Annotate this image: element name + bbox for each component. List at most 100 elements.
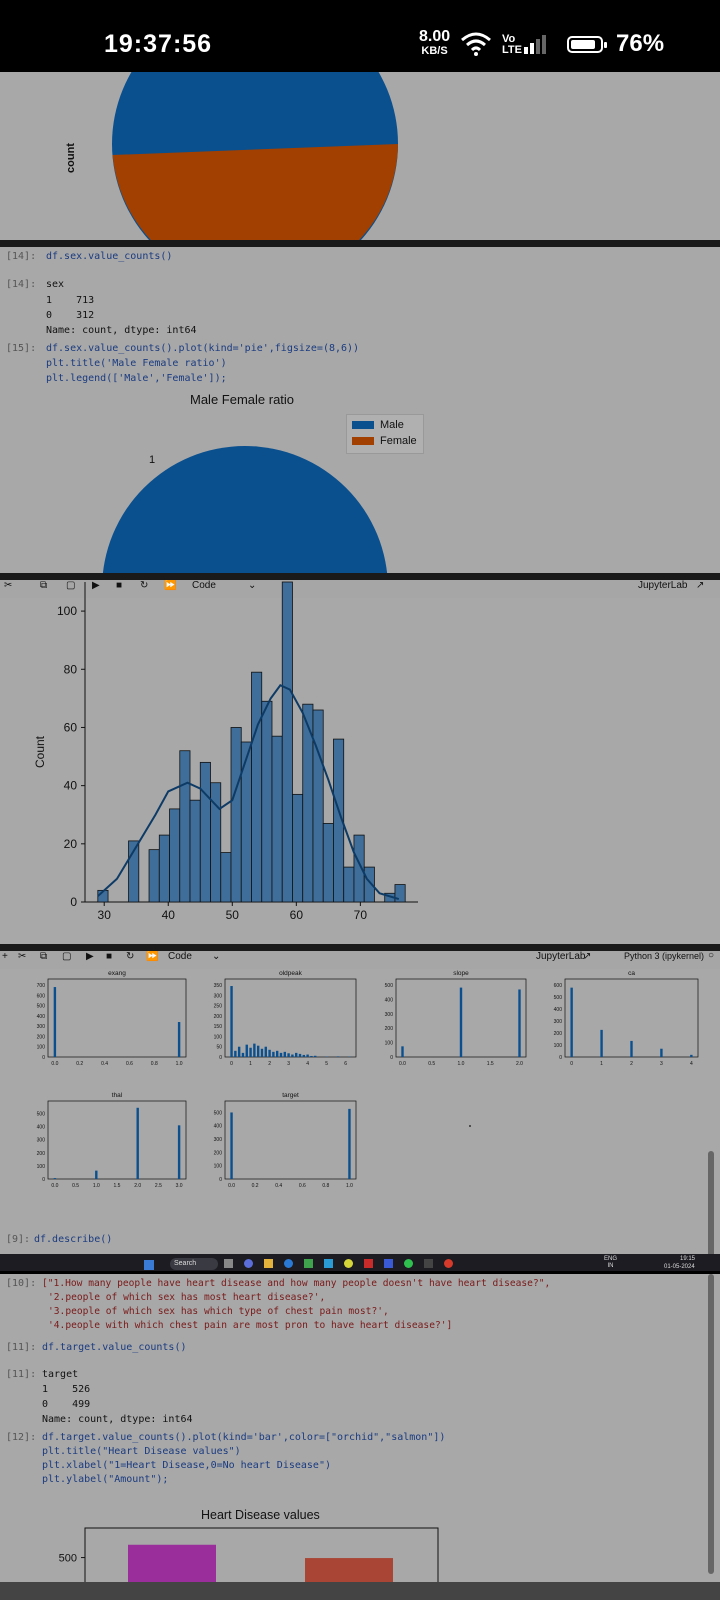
output-prompt: [11]: (6, 1369, 37, 1380)
run-all-icon[interactable]: ⏩ (146, 951, 159, 962)
restart-icon[interactable]: ↻ (126, 951, 135, 962)
restart-icon[interactable]: ↻ (140, 580, 149, 591)
subplot-x-tick-label: 3.0 (176, 1183, 183, 1189)
app-icon[interactable] (224, 1259, 233, 1268)
subplot-y-tick-label: 500 (37, 1112, 46, 1118)
subplot-y-tick-label: 400 (37, 1014, 46, 1020)
screenshot-subplots: + ✂ ⧉ ▢ ▶ ■ ↻ ⏩ Code ⌄ JupyterLab ↗ Pyth… (0, 951, 720, 1271)
speed-unit: KB/S (421, 45, 448, 57)
subplot-x-tick-label: 1.0 (93, 1183, 100, 1189)
scrollbar[interactable] (708, 1274, 714, 1574)
subplot-bar (234, 1050, 237, 1057)
run-all-icon[interactable]: ⏩ (164, 580, 177, 591)
subplot-y-tick-label: 200 (214, 1150, 223, 1156)
y-tick-label: 20 (64, 837, 78, 851)
stop-icon[interactable]: ■ (106, 951, 113, 962)
subplot-y-tick-label: 500 (214, 1110, 223, 1116)
status-bar: 19:37:56 8.00 KB/S Vo LTE 76% (0, 0, 720, 72)
subplot-y-tick-label: 200 (37, 1151, 46, 1157)
subplot-bar (230, 986, 233, 1057)
subplot-x-tick-label: 0.5 (428, 1061, 435, 1067)
run-icon[interactable]: ▶ (86, 951, 94, 962)
subplot-y-tick-label: 200 (554, 1031, 563, 1037)
code-line[interactable]: plt.title('Male Female ratio') (46, 358, 227, 369)
output-line: target (42, 1369, 79, 1380)
legend-label-male: Male (380, 419, 404, 431)
signal-icon (524, 35, 546, 54)
cell-type-select[interactable]: Code (168, 951, 192, 962)
subplot-title: thal (112, 1092, 123, 1099)
app-icon[interactable] (244, 1259, 253, 1268)
app-icon[interactable] (404, 1259, 413, 1268)
stop-icon[interactable]: ■ (116, 580, 123, 591)
y-tick-label: 40 (64, 779, 78, 793)
battery-icon (567, 36, 607, 53)
taskbar-time[interactable]: 19:15 (680, 1256, 696, 1262)
histogram-bar (240, 741, 252, 903)
subplot-frame (47, 978, 187, 1058)
code-line[interactable]: df.describe() (34, 1234, 113, 1245)
app-icon[interactable] (284, 1259, 293, 1268)
histogram-bar (312, 709, 324, 903)
code-line[interactable]: plt.xlabel("1=Heart Disease,0=No heart D… (42, 1460, 331, 1471)
taskbar-lang[interactable]: ENG IN (604, 1256, 618, 1269)
scrollbar[interactable] (708, 1151, 714, 1271)
cell-prompt: [15]: (6, 343, 37, 354)
code-line[interactable]: plt.ylabel("Amount"); (42, 1474, 169, 1485)
legend-label-female: Female (380, 435, 417, 447)
app-icon[interactable] (264, 1259, 273, 1268)
subplot-x-tick-label: 0.2 (252, 1183, 259, 1189)
subplot-bar (310, 1055, 313, 1057)
windows-start-icon[interactable] (144, 1260, 154, 1270)
subplot-y-tick-label: 400 (385, 997, 394, 1003)
chevron-down-icon[interactable]: ⌄ (212, 951, 221, 962)
output-prompt: [14]: (6, 279, 37, 290)
subplot-y-tick-label: 150 (214, 1024, 223, 1030)
histogram-bar (128, 840, 140, 903)
subplot-x-tick-label: 0.8 (151, 1061, 158, 1067)
subplot-y-tick-label: 300 (214, 1137, 223, 1143)
paste-icon[interactable]: ▢ (66, 580, 76, 591)
chevron-down-icon[interactable]: ⌄ (248, 580, 257, 591)
subplot-bar (302, 1054, 306, 1057)
chart-title: Heart Disease values (201, 1508, 320, 1522)
code-line[interactable]: df.sex.value_counts() (46, 251, 173, 262)
histogram-bar (281, 581, 293, 903)
app-icon[interactable] (304, 1259, 313, 1268)
kernel-name[interactable]: Python 3 (ipykernel) (624, 951, 705, 961)
subplot-y-tick-label: 200 (385, 1026, 394, 1032)
taskbar-date[interactable]: 01-05-2024 (664, 1264, 695, 1270)
app-icon[interactable] (344, 1259, 353, 1268)
jupyterlab-link[interactable]: JupyterLab (638, 580, 688, 591)
code-line[interactable]: plt.title("Heart Disease values") (42, 1446, 241, 1457)
jupyterlab-link[interactable]: JupyterLab (536, 951, 586, 962)
taskbar-search[interactable]: Search (170, 1258, 218, 1270)
pie-slice-0 (112, 144, 398, 240)
app-icon[interactable] (384, 1259, 393, 1268)
code-line[interactable]: df.target.value_counts().plot(kind='bar'… (42, 1432, 446, 1443)
code-line[interactable]: plt.legend(['Male','Female']); (46, 373, 227, 384)
run-icon[interactable]: ▶ (92, 580, 100, 591)
pie-chart-sex (102, 446, 388, 573)
cut-icon[interactable]: ✂ (18, 951, 27, 962)
app-icon[interactable] (324, 1259, 333, 1268)
histogram-bar (148, 849, 160, 903)
histogram-bar (363, 866, 375, 903)
subplot-bar (348, 1108, 351, 1179)
code-line[interactable]: df.target.value_counts() (42, 1342, 187, 1353)
copy-icon[interactable]: ⧉ (40, 580, 48, 591)
x-tick-label: 70 (354, 908, 368, 922)
paste-icon[interactable]: ▢ (62, 951, 72, 962)
cell-type-select[interactable]: Code (192, 580, 216, 591)
add-cell-icon[interactable]: + (2, 951, 8, 962)
code-line[interactable]: df.sex.value_counts().plot(kind='pie',fi… (46, 343, 360, 354)
app-icon[interactable] (364, 1259, 373, 1268)
subplot-bar (53, 987, 57, 1057)
app-icon[interactable] (424, 1259, 433, 1268)
app-icon[interactable] (444, 1259, 453, 1268)
notebook-toolbar: ✂ ⧉ ▢ ▶ ■ ↻ ⏩ Code ⌄ JupyterLab ↗ (0, 580, 720, 598)
cut-icon[interactable]: ✂ (4, 580, 13, 591)
copy-icon[interactable]: ⧉ (40, 951, 48, 962)
subplot-x-tick-label: 0 (230, 1061, 233, 1067)
subplot-y-tick-label: 400 (214, 1124, 223, 1130)
